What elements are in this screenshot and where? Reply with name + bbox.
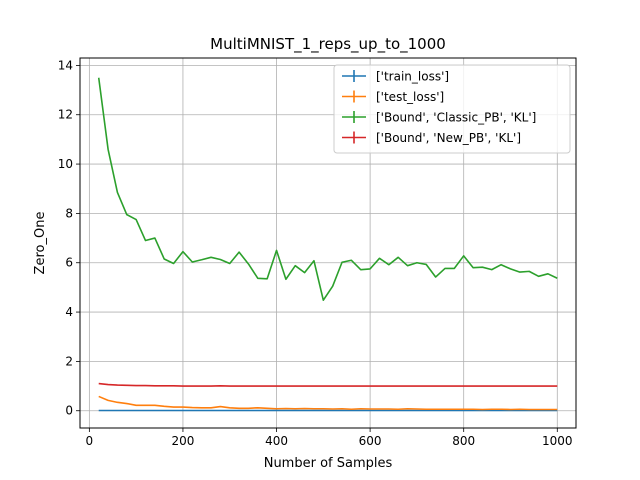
series-line-1 bbox=[98, 395, 558, 411]
legend-label-2: ['Bound', 'Classic_PB', 'KL'] bbox=[376, 111, 536, 125]
chart-title: MultiMNIST_1_reps_up_to_1000 bbox=[210, 35, 446, 54]
legend-label-0: ['train_loss'] bbox=[376, 70, 449, 84]
y-tick-label: 12 bbox=[58, 108, 73, 122]
x-tick-label: 400 bbox=[265, 434, 288, 448]
legend-label-1: ['test_loss'] bbox=[376, 90, 444, 104]
x-tick-label: 200 bbox=[171, 434, 194, 448]
x-tick-label: 600 bbox=[359, 434, 382, 448]
y-tick-label: 14 bbox=[58, 58, 73, 72]
legend-label-3: ['Bound', 'New_PB', 'KL'] bbox=[376, 131, 521, 145]
y-tick-label: 10 bbox=[58, 157, 73, 171]
grid bbox=[80, 58, 576, 428]
plot-frame bbox=[79, 57, 577, 429]
y-tick-label: 4 bbox=[65, 305, 73, 319]
y-tick-label: 0 bbox=[65, 404, 73, 418]
legend-box bbox=[333, 64, 571, 154]
x-axis-label: Number of Samples bbox=[264, 456, 393, 471]
y-axis-label: Zero_One bbox=[33, 212, 48, 275]
x-tick-label: 0 bbox=[86, 434, 94, 448]
series-line-2 bbox=[97, 77, 558, 302]
x-tick-label: 800 bbox=[452, 434, 475, 448]
y-tick-label: 8 bbox=[65, 206, 73, 220]
y-tick-label: 6 bbox=[65, 256, 73, 270]
series-lines bbox=[97, 77, 558, 412]
legend: ['train_loss'] ['test_loss'] ['Bound', 'Cl… bbox=[333, 64, 571, 154]
series-line-3 bbox=[98, 382, 558, 387]
y-tick-label: 2 bbox=[65, 354, 73, 368]
axis-ticks: 0 200 400 600 800 1000 0 2 4 6 8 10 12 14 bbox=[58, 58, 573, 448]
x-tick-label: 1000 bbox=[542, 434, 573, 448]
